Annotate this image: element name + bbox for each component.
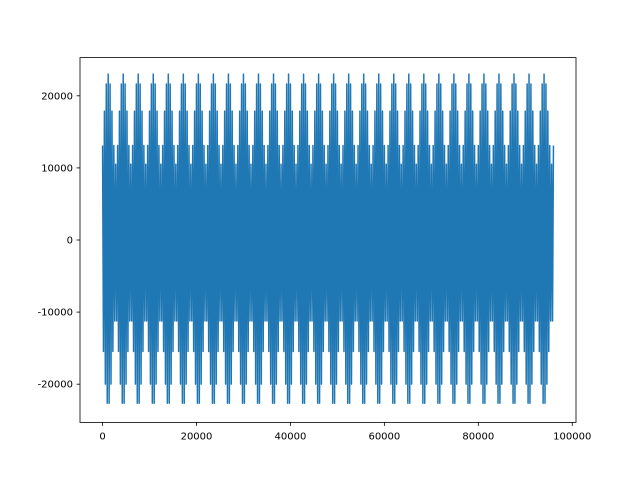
x-tick-label: 100000 [553, 431, 591, 442]
y-tick-label: 20000 [41, 91, 73, 102]
y-tick-label: -20000 [38, 380, 73, 391]
y-tick-label: 0 [67, 236, 73, 247]
y-tick-label: -10000 [38, 308, 73, 319]
x-tick-label: 0 [99, 431, 105, 442]
x-tick-label: 40000 [275, 431, 307, 442]
y-tick-label: 10000 [41, 163, 73, 174]
x-tick-label: 80000 [462, 431, 494, 442]
x-tick-label: 20000 [181, 431, 213, 442]
x-tick-label: 60000 [368, 431, 400, 442]
signal-line [101, 73, 555, 405]
